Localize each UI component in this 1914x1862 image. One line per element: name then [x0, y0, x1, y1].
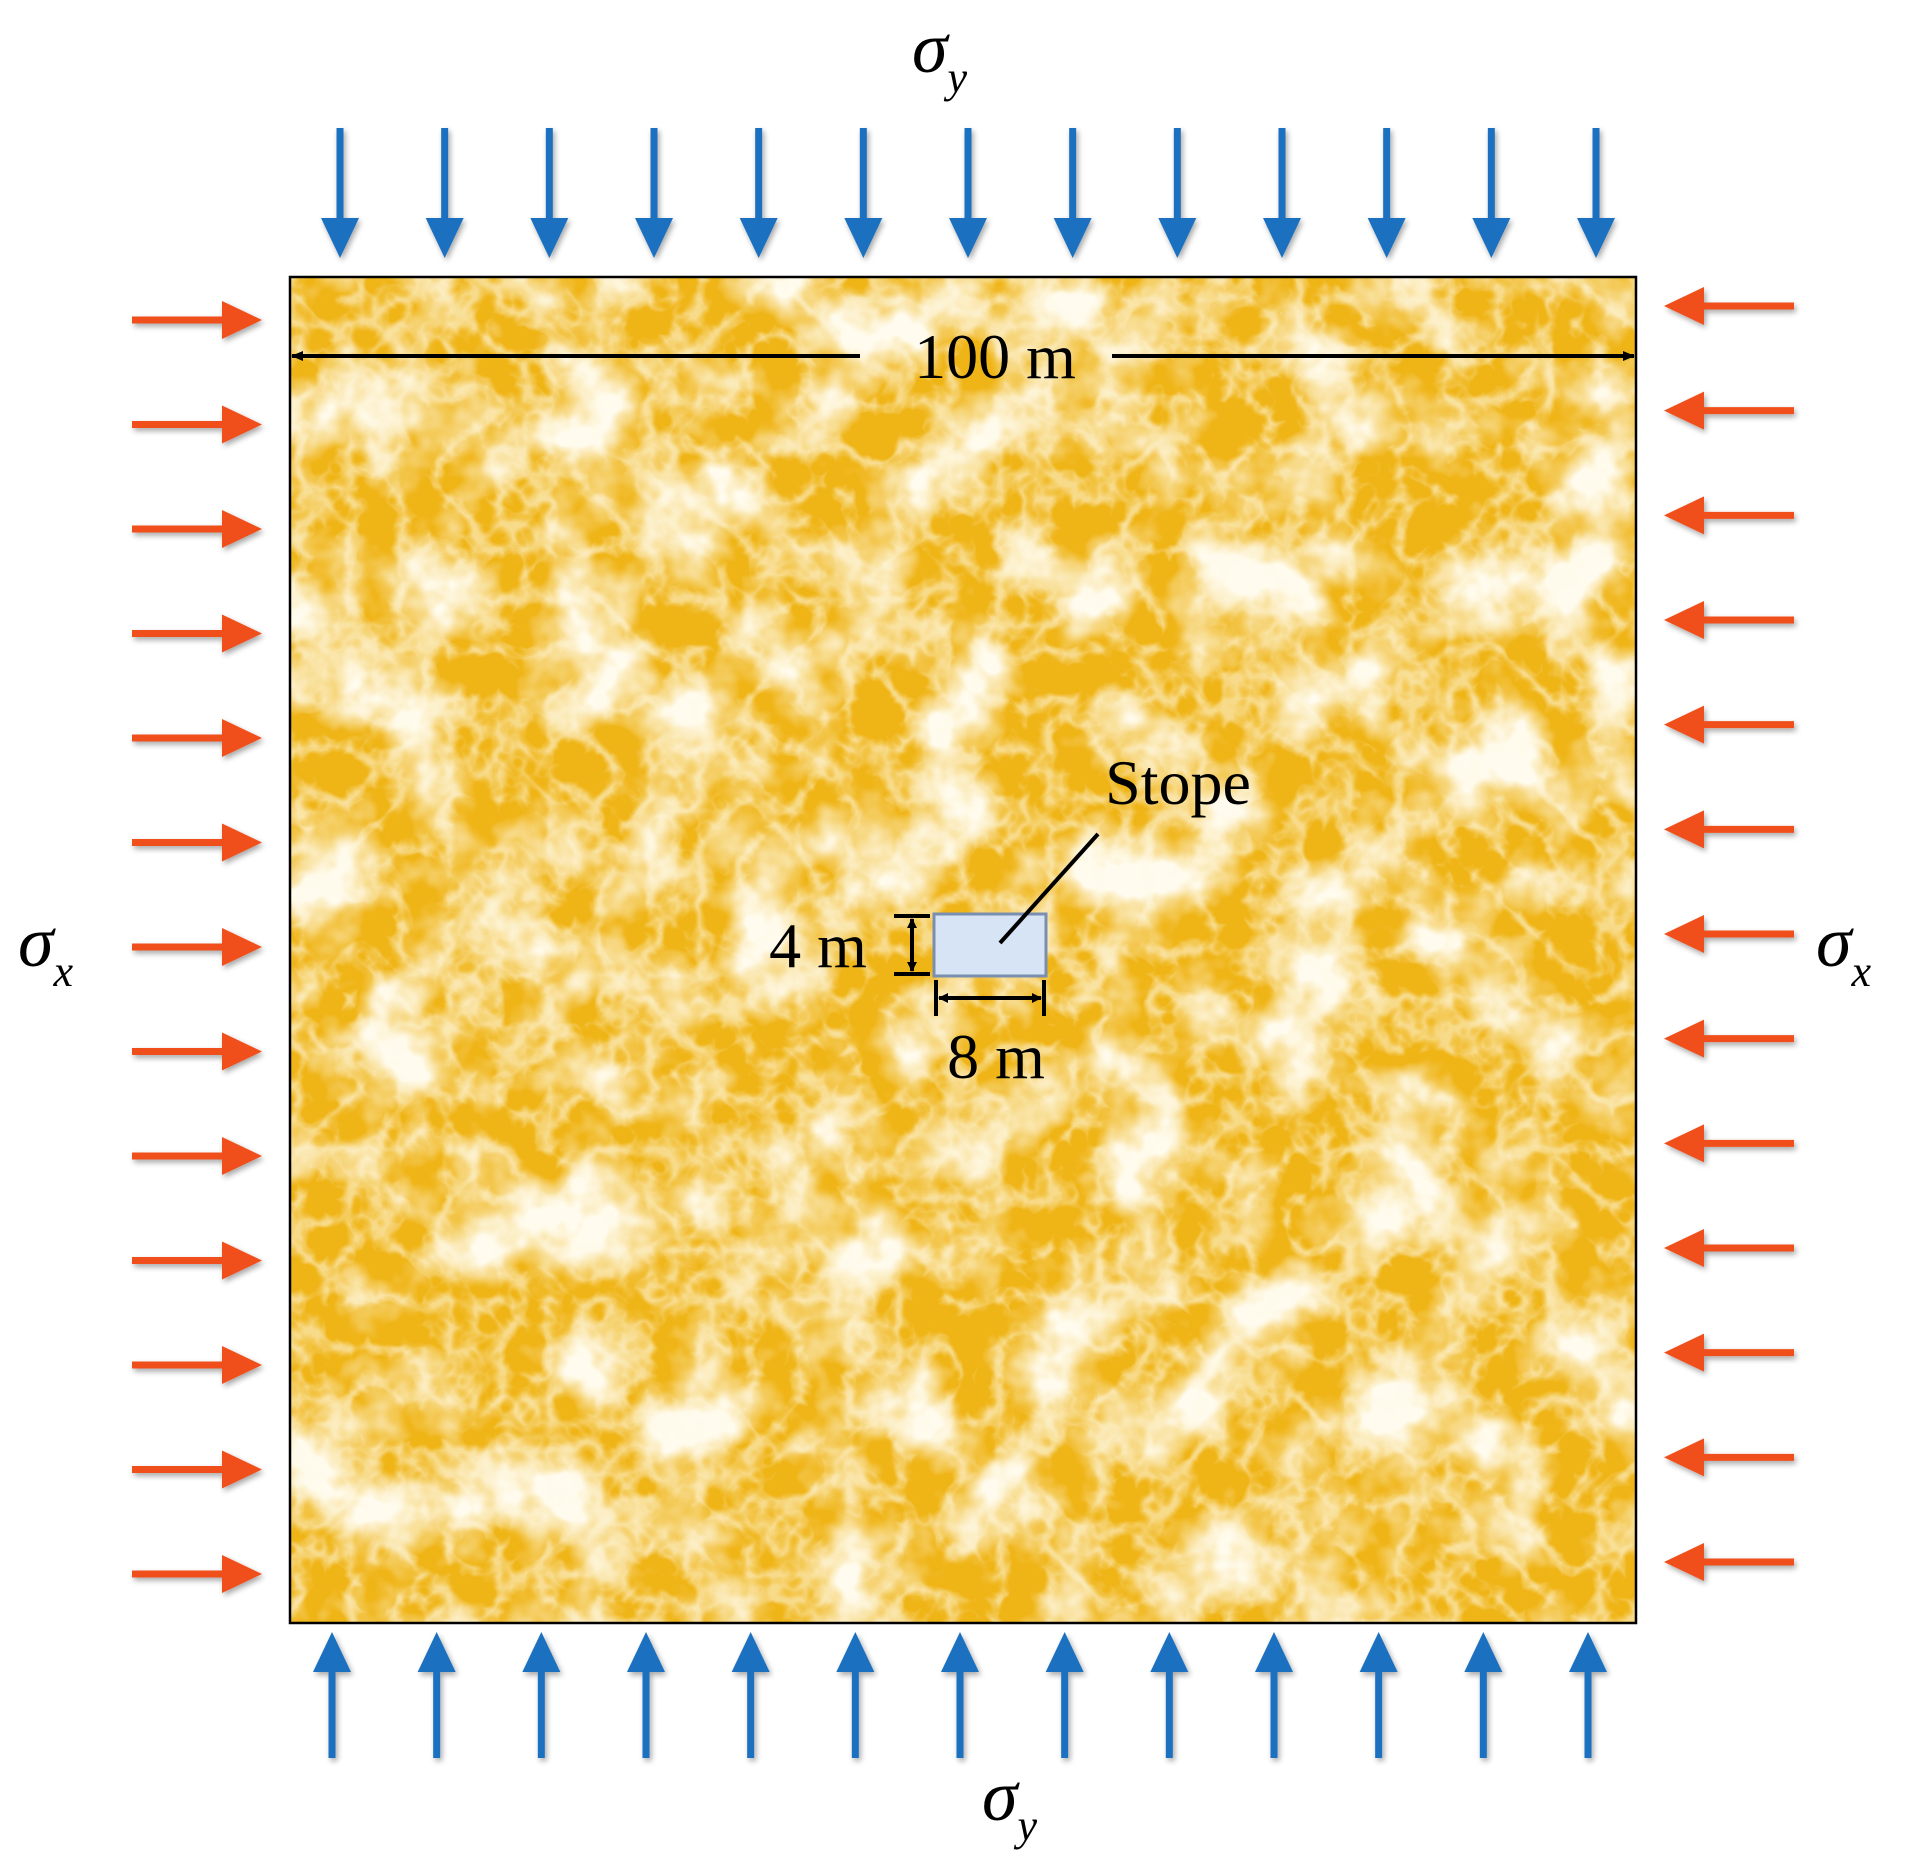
sigma-x-left-arrow — [132, 823, 262, 862]
stope-label: Stope — [1105, 747, 1251, 818]
svg-text:σy: σy — [912, 8, 968, 102]
sigma-y-bottom-arrow — [1359, 1632, 1398, 1758]
sigma-x-left-arrow — [132, 1555, 262, 1593]
sigma-y-top-subscript: y — [944, 53, 968, 102]
sigma-y-top-symbol: σy — [912, 8, 968, 102]
sigma-y-bottom-arrow — [417, 1632, 456, 1758]
sigma-x-right-subscript: x — [1851, 947, 1872, 996]
stope-leader-line — [998, 832, 1100, 945]
sigma-x-right-arrow — [1664, 601, 1794, 639]
sigma-y-top-arrow — [739, 128, 778, 258]
sigma-x-left-arrows — [132, 301, 262, 1593]
sigma-x-right-arrow — [1664, 1124, 1794, 1163]
sigma-x-right-arrow — [1664, 705, 1794, 744]
sigma-y-bottom-arrow — [1569, 1632, 1607, 1758]
stope-height-label: 4 m — [769, 910, 867, 981]
width-dimension-label: 100 m — [914, 321, 1076, 392]
sigma-x-right-arrow — [1664, 287, 1794, 325]
sigma-x-right-arrow — [1664, 391, 1794, 430]
sigma-y-top-arrow — [1367, 128, 1406, 258]
sigma-y-top-arrow — [1577, 128, 1615, 258]
sigma-x-right-arrows — [1664, 287, 1794, 1581]
sigma-y-bottom-arrow — [313, 1632, 351, 1758]
sigma-y-bottom-subscript: y — [1014, 1801, 1038, 1850]
sigma-y-bottom-arrow — [1464, 1632, 1503, 1758]
stope-width-label: 8 m — [947, 1021, 1045, 1092]
width-dimension: 100 m — [291, 321, 1635, 392]
sigma-x-right-symbol: σx — [1816, 902, 1872, 996]
sigma-y-bottom-sigma: σ — [982, 1756, 1020, 1836]
sigma-x-right-arrow — [1664, 496, 1794, 535]
stope: Stope 4 m 8 m — [769, 747, 1251, 1092]
sigma-x-left-arrow — [132, 1346, 262, 1384]
sigma-y-top-arrow — [1053, 128, 1092, 258]
sigma-x-right-arrow — [1664, 1438, 1794, 1477]
sigma-y-top-arrow — [949, 128, 987, 258]
sigma-x-right-arrow — [1664, 1229, 1794, 1267]
sigma-x-left-arrow — [132, 1137, 262, 1175]
svg-text:σx: σx — [1816, 902, 1872, 996]
sigma-y-bottom-arrow — [941, 1632, 979, 1758]
sigma-x-left-arrow — [132, 614, 262, 653]
sigma-y-top-arrow — [1263, 128, 1301, 258]
sigma-x-right-arrow — [1664, 810, 1794, 849]
sigma-x-left-arrow — [132, 1241, 262, 1280]
sigma-y-bottom-arrows — [313, 1632, 1607, 1758]
sigma-y-top-arrows — [321, 128, 1615, 258]
sigma-x-right-arrow — [1664, 1019, 1794, 1058]
sigma-y-top-sigma: σ — [912, 8, 950, 88]
sigma-y-bottom-arrow — [1255, 1632, 1293, 1758]
sigma-x-right-arrow — [1664, 1333, 1794, 1372]
sigma-y-bottom-arrow — [836, 1632, 875, 1758]
model-boundary — [288, 275, 1638, 1625]
sigma-x-right-arrow — [1664, 1543, 1794, 1581]
sigma-y-top-arrow — [530, 128, 569, 258]
sigma-x-left-symbol: σx — [18, 902, 74, 996]
sigma-y-top-arrow — [844, 128, 883, 258]
sigma-y-top-arrow — [635, 128, 673, 258]
sigma-x-right-arrow — [1664, 915, 1794, 953]
sigma-y-bottom-symbol: σy — [982, 1756, 1038, 1850]
sigma-x-left-arrow — [132, 719, 262, 757]
sigma-y-top-arrow — [1472, 128, 1511, 258]
sigma-x-left-arrow — [132, 928, 262, 966]
sigma-x-left-arrow — [132, 405, 262, 444]
sigma-x-left-arrow — [132, 510, 262, 548]
sigma-y-top-arrow — [425, 128, 464, 258]
sigma-x-left-subscript: x — [53, 947, 74, 996]
sigma-y-top-arrow — [321, 128, 359, 258]
sigma-y-top-arrow — [1158, 128, 1197, 258]
sigma-x-right-sigma: σ — [1816, 902, 1854, 982]
sigma-x-left-arrow — [132, 301, 262, 339]
svg-text:σy: σy — [982, 1756, 1038, 1850]
sigma-y-bottom-arrow — [1150, 1632, 1189, 1758]
sigma-x-left-arrow — [132, 1032, 262, 1071]
sigma-y-bottom-arrow — [627, 1632, 665, 1758]
sigma-x-left-arrow — [132, 1450, 262, 1489]
stope-rectangle — [932, 912, 1048, 978]
sigma-x-left-sigma: σ — [18, 902, 56, 982]
sigma-y-bottom-arrow — [1045, 1632, 1084, 1758]
sigma-y-bottom-arrow — [731, 1632, 770, 1758]
sigma-y-bottom-arrow — [522, 1632, 561, 1758]
svg-text:σx: σx — [18, 902, 74, 996]
